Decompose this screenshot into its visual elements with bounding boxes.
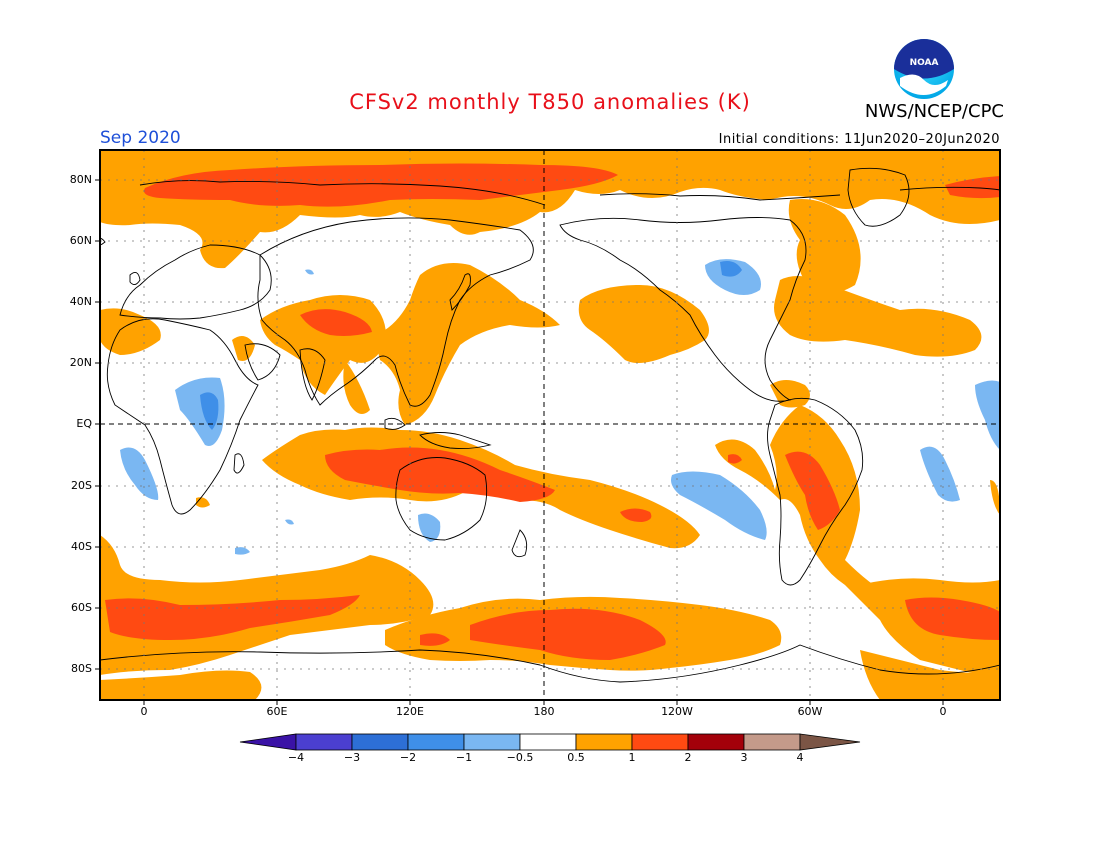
lat-label: 20N	[69, 356, 92, 369]
initial-conditions: Initial conditions: 11Jun2020–20Jun2020	[718, 132, 1000, 147]
anomaly-field	[100, 150, 1000, 700]
forecast-month: Sep 2020	[100, 128, 181, 148]
map-title: CFSv2 monthly T850 anomalies (K)	[349, 90, 751, 114]
lon-label: 120W	[661, 705, 693, 718]
lat-label: 60S	[71, 601, 92, 614]
colorbar-label: −1	[455, 751, 473, 764]
lat-label: 40N	[69, 295, 92, 308]
colorbar-label: −3	[343, 751, 361, 764]
noaa-logo: NOAA	[894, 39, 954, 99]
lon-label: 120E	[396, 705, 424, 718]
grid-lines	[100, 150, 1000, 700]
lat-label: 80S	[71, 662, 92, 675]
colorbar-label: 0.5	[567, 751, 585, 764]
lat-label: 60N	[69, 234, 92, 247]
colorbar-left-arrow	[239, 733, 297, 751]
lat-label: EQ	[76, 417, 92, 430]
lat-label: 80N	[69, 173, 92, 186]
lon-label: 0	[140, 705, 148, 718]
lon-label: 0	[939, 705, 947, 718]
strong-warm-regions	[105, 163, 1000, 660]
colorbar-label: 2	[684, 751, 692, 764]
colorbar-label: −4	[287, 751, 305, 764]
arctic-red-band	[144, 163, 618, 207]
coastlines	[100, 167, 1000, 683]
agency-label: NWS/NCEP/CPC	[864, 101, 1004, 122]
colorbar-label: −0.5	[506, 751, 534, 764]
noaa-logo-text: NOAA	[910, 58, 939, 68]
colorbar-label: 1	[628, 751, 636, 764]
colorbar-label: 4	[796, 751, 804, 764]
lon-label: 60E	[266, 705, 288, 718]
lat-label: 20S	[71, 479, 92, 492]
reference-lines	[100, 150, 1000, 700]
strong-cold-regions	[200, 261, 742, 430]
colorbar	[239, 733, 861, 751]
colorbar-label: −2	[399, 751, 417, 764]
colorbar-label: 3	[740, 751, 748, 764]
lon-label: 180	[533, 705, 555, 718]
colorbar-right-arrow	[799, 733, 861, 751]
lat-label: 40S	[71, 540, 92, 553]
map-frame	[99, 149, 1001, 701]
axis-ticks	[95, 179, 944, 705]
lon-label: 60W	[797, 705, 823, 718]
